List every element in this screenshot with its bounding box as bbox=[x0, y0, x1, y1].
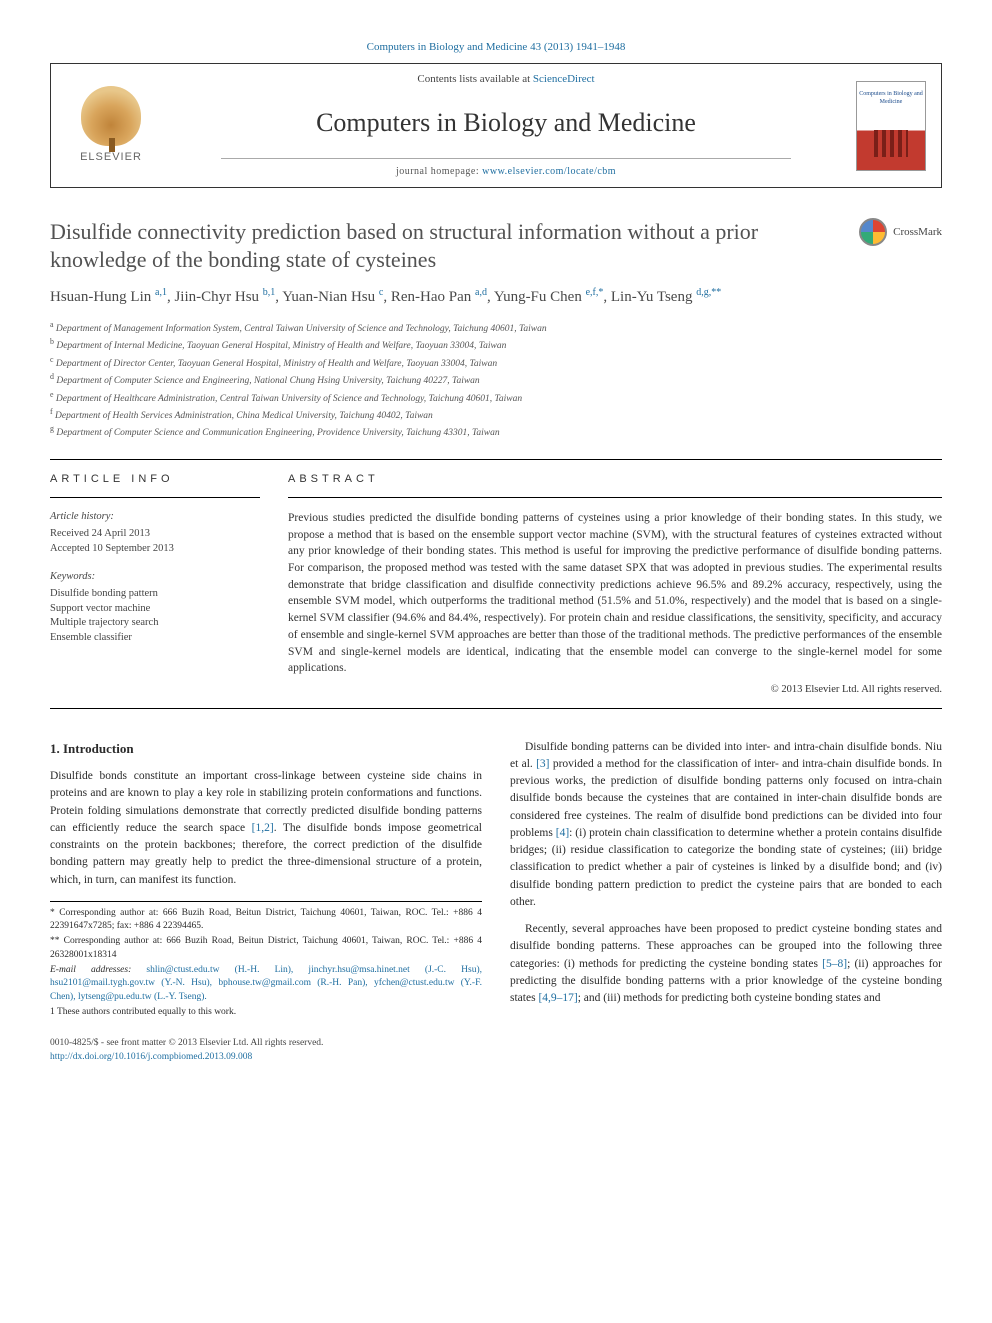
received-date: Received 24 April 2013 bbox=[50, 528, 150, 539]
article-title: Disulfide connectivity prediction based … bbox=[50, 218, 839, 273]
intro-para-2: Disulfide bonding patterns can be divide… bbox=[510, 739, 942, 912]
divider-top bbox=[50, 459, 942, 460]
crossmark-widget[interactable]: CrossMark bbox=[859, 218, 942, 246]
crossmark-icon bbox=[859, 218, 887, 246]
section-1-heading: 1. Introduction bbox=[50, 739, 482, 759]
keywords-label: Keywords: bbox=[50, 570, 260, 585]
journal-header: ELSEVIER Contents lists available at Sci… bbox=[50, 63, 942, 188]
ref-5-8[interactable]: [5–8] bbox=[822, 958, 847, 970]
journal-cover-thumb: Computers in Biology and Medicine bbox=[856, 81, 926, 171]
front-matter-line: 0010-4825/$ - see front matter © 2013 El… bbox=[50, 1038, 323, 1048]
equal-contribution-note: 1 These authors contributed equally to t… bbox=[50, 1006, 482, 1019]
journal-cover-cell: Computers in Biology and Medicine bbox=[841, 64, 941, 187]
abstract-text: Previous studies predicted the disulfide… bbox=[288, 510, 942, 677]
article-info-heading: ARTICLE INFO bbox=[50, 472, 260, 487]
ref-4-9-17[interactable]: [4,9–17] bbox=[538, 992, 577, 1004]
corresponding-author-1: * Corresponding author at: 666 Buzih Roa… bbox=[50, 907, 482, 934]
info-divider bbox=[50, 497, 260, 498]
p3-text-c: ; and (iii) methods for predicting both … bbox=[578, 992, 881, 1004]
contents-available-line: Contents lists available at ScienceDirec… bbox=[181, 72, 831, 87]
crossmark-label: CrossMark bbox=[893, 225, 942, 240]
publisher-name: ELSEVIER bbox=[80, 150, 142, 165]
corresponding-author-2: ** Corresponding author at: 666 Buzih Ro… bbox=[50, 935, 482, 962]
citation-line: Computers in Biology and Medicine 43 (20… bbox=[50, 40, 942, 55]
abstract-divider bbox=[288, 497, 942, 498]
affiliation-list: a Department of Management Information S… bbox=[50, 319, 942, 441]
sciencedirect-link[interactable]: ScienceDirect bbox=[533, 73, 595, 85]
accepted-date: Accepted 10 September 2013 bbox=[50, 543, 174, 554]
abstract-copyright: © 2013 Elsevier Ltd. All rights reserved… bbox=[288, 683, 942, 698]
elsevier-tree-icon bbox=[81, 86, 141, 146]
emails-label: E-mail addresses: bbox=[50, 965, 146, 975]
email-addresses: E-mail addresses: shlin@ctust.edu.tw (H.… bbox=[50, 964, 482, 1004]
ref-4[interactable]: [4] bbox=[556, 827, 569, 839]
doi-link[interactable]: http://dx.doi.org/10.1016/j.compbiomed.2… bbox=[50, 1052, 252, 1062]
ref-1-2[interactable]: [1,2] bbox=[252, 822, 274, 834]
abstract-heading: ABSTRACT bbox=[288, 472, 942, 487]
intro-para-3: Recently, several approaches have been p… bbox=[510, 921, 942, 1007]
divider-bottom bbox=[50, 708, 942, 709]
author-list: Hsuan-Hung Lin a,1, Jiin-Chyr Hsu b,1, Y… bbox=[50, 285, 942, 309]
keywords-list: Disulfide bonding patternSupport vector … bbox=[50, 588, 158, 643]
footnotes-block: * Corresponding author at: 666 Buzih Roa… bbox=[50, 901, 482, 1019]
ref-3[interactable]: [3] bbox=[536, 758, 549, 770]
article-history: Article history: Received 24 April 2013 … bbox=[50, 510, 260, 556]
homepage-prefix: journal homepage: bbox=[396, 166, 482, 177]
homepage-link[interactable]: www.elsevier.com/locate/cbm bbox=[482, 166, 616, 177]
keywords-block: Keywords: Disulfide bonding patternSuppo… bbox=[50, 570, 260, 645]
journal-homepage-line: journal homepage: www.elsevier.com/locat… bbox=[221, 158, 791, 179]
publisher-logo-cell: ELSEVIER bbox=[51, 64, 171, 187]
footer-bar: 0010-4825/$ - see front matter © 2013 El… bbox=[50, 1037, 942, 1064]
history-label: Article history: bbox=[50, 510, 260, 525]
journal-title: Computers in Biology and Medicine bbox=[181, 105, 831, 141]
intro-para-1: Disulfide bonds constitute an important … bbox=[50, 768, 482, 889]
p2-text-c: : (i) protein chain classification to de… bbox=[510, 827, 942, 908]
contents-prefix: Contents lists available at bbox=[417, 73, 532, 85]
